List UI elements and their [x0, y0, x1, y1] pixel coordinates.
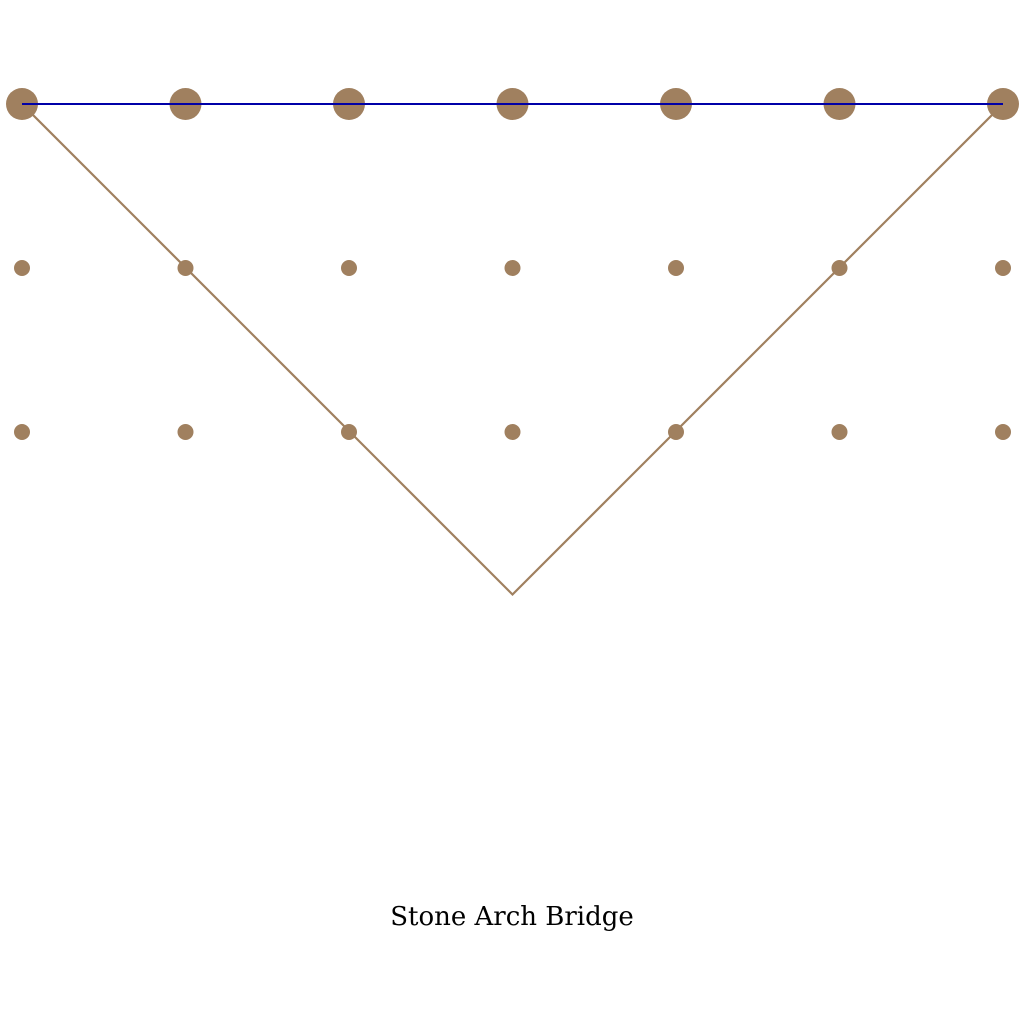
- stone-node: [995, 424, 1011, 440]
- stone-node: [668, 260, 684, 276]
- stone-node: [341, 260, 357, 276]
- stone-node: [14, 424, 30, 440]
- stone-node: [504, 260, 521, 276]
- stone-grid: [6, 88, 1019, 440]
- stone-node: [831, 424, 848, 440]
- stone-node: [504, 424, 521, 440]
- stone-node: [177, 424, 194, 440]
- diagram-caption: Stone Arch Bridge: [390, 902, 634, 932]
- arch-outline: [21, 103, 1004, 597]
- stone-node: [14, 260, 30, 276]
- stone-node: [995, 260, 1011, 276]
